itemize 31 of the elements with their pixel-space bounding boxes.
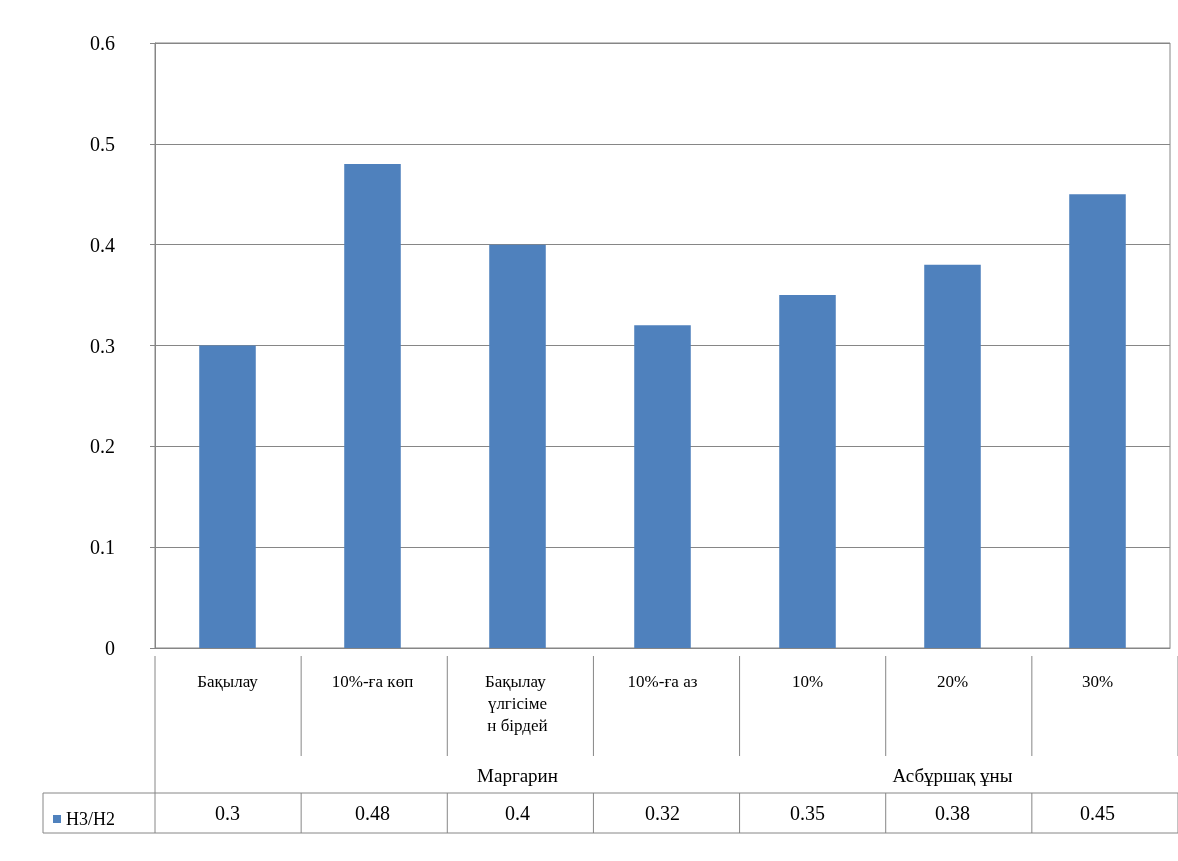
y-tick-label: 0.2	[90, 435, 115, 458]
bar	[489, 244, 546, 648]
data-label: 0.35	[790, 802, 825, 824]
x-tick-label: 10%-ға аз	[627, 671, 698, 691]
data-label: 0.4	[505, 802, 530, 824]
bar	[199, 345, 256, 648]
bar	[1069, 194, 1126, 648]
x-tick-label: Бақылау	[197, 671, 259, 691]
x-tick-label: 30%	[1081, 671, 1114, 691]
x-tick-label: Бақылау үлгісімен бірдей	[485, 671, 550, 735]
y-tick-label: 0.3	[90, 334, 115, 357]
data-label: 0.32	[645, 802, 680, 824]
bar	[634, 325, 691, 648]
bar	[344, 164, 401, 648]
legend-label: Н3/Н2	[66, 809, 115, 829]
y-tick-label: 0.5	[90, 132, 115, 155]
data-label: 0.48	[355, 802, 390, 824]
y-tick-label: 0.4	[90, 233, 115, 256]
y-tick-label: 0.1	[90, 536, 115, 559]
data-label: 0.3	[215, 802, 240, 824]
x-tick-label: 10%-ға көп	[331, 671, 414, 691]
x-tick-label: 20%	[936, 671, 969, 691]
text: Асбұршақ ұны	[892, 764, 1013, 786]
y-tick-label: 0.6	[90, 32, 115, 54]
data-label: 0.38	[935, 802, 970, 824]
text: Маргарин	[477, 764, 558, 786]
bar	[779, 295, 836, 648]
data-label: 0.45	[1080, 802, 1115, 824]
x-tick-label: 10%	[791, 671, 824, 691]
bar	[924, 264, 981, 648]
y-tick-label: 0	[105, 637, 115, 659]
